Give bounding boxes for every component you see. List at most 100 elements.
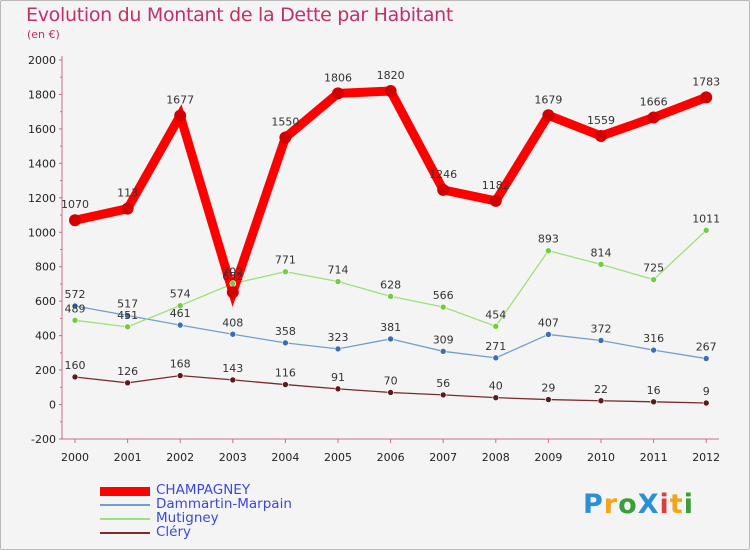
series-3-data-label: 56	[436, 377, 450, 390]
series-2-point	[702, 227, 710, 234]
series-0-point	[121, 202, 134, 215]
series-1-data-label: 309	[433, 333, 454, 346]
series-1-point	[387, 335, 394, 343]
series-1-data-label: 517	[117, 297, 138, 310]
logo-letter: X	[637, 489, 660, 520]
series-3-point	[439, 391, 447, 399]
series-3-point	[597, 397, 605, 405]
y-tick-label: 1400	[28, 157, 56, 170]
series-3-point	[387, 389, 394, 396]
series-1-data-label: 271	[485, 340, 506, 353]
y-tick-label: 1600	[28, 123, 56, 136]
series-2-data-label: 814	[591, 246, 612, 259]
series-0-data-label: 1679	[534, 93, 562, 106]
series-3-data-label: 116	[275, 367, 296, 380]
x-tick-label: 2005	[324, 451, 352, 464]
series-0-point	[174, 109, 187, 122]
series-2-data-label: 454	[485, 308, 506, 321]
logo-letter: i	[659, 489, 670, 520]
series-2-point	[545, 247, 552, 255]
series-lines	[74, 86, 708, 404]
chart-axes: -200 0 200 400 600 800 1000 1200 1400 1600 1800 200…	[28, 54, 720, 464]
series-3-point	[71, 373, 79, 381]
series-0-point	[332, 87, 344, 100]
legend-label: Cléry	[156, 524, 192, 540]
series-2-point	[282, 268, 289, 276]
series-0-data-label: 652	[222, 270, 243, 283]
legend-swatch	[100, 504, 150, 506]
series-2-data-label: 893	[538, 233, 559, 246]
series-0-point	[647, 111, 660, 124]
series-2-data-label: 714	[328, 264, 349, 277]
series-3-data-label: 70	[384, 374, 398, 387]
series-1-point	[229, 330, 237, 338]
series-2-point	[71, 317, 79, 324]
chart-title: Evolution du Montant de la Dette par Hab…	[26, 4, 454, 26]
x-tick-label: 2003	[219, 451, 247, 464]
x-tick-label: 2001	[114, 451, 142, 464]
series-1-data-label: 323	[328, 331, 349, 344]
series-3-data-label: 29	[541, 382, 555, 395]
series-1-data-label: 267	[696, 341, 717, 354]
logo-letter: i	[683, 489, 694, 520]
legend-swatch	[100, 486, 150, 496]
series-2-data-label: 1011	[692, 212, 720, 225]
series-3-data-label: 40	[489, 380, 503, 393]
legend-swatch	[100, 532, 150, 534]
y-tick-label: 2000	[28, 54, 56, 67]
legend-label: Dammartin-Marpain	[156, 496, 292, 512]
x-tick-label: 2002	[166, 451, 194, 464]
series-1-point	[492, 354, 500, 362]
series-2-point	[334, 278, 342, 285]
series-2-point	[650, 276, 657, 283]
series-1-point	[71, 302, 79, 310]
series-3-data-label: 168	[170, 358, 191, 371]
series-3-data-label: 22	[594, 383, 608, 396]
series-2-point	[492, 323, 500, 330]
x-tick-label: 2012	[692, 451, 720, 464]
series-3-point	[650, 398, 657, 406]
series-1-point	[176, 321, 184, 329]
series-2-data-label: 771	[275, 254, 296, 267]
series-2-point	[124, 323, 131, 331]
x-tick-label: 2009	[534, 451, 562, 464]
series-0-data-label: 1666	[640, 96, 668, 109]
series-1-data-label: 381	[380, 321, 401, 334]
y-tick-label: 400	[35, 330, 56, 343]
series-2-point	[439, 303, 447, 311]
series-0-data-label: 1559	[587, 114, 615, 127]
y-tick-label: 0	[49, 399, 56, 412]
series-1-data-label: 461	[170, 307, 191, 320]
x-tick-label: 2006	[377, 451, 405, 464]
series-3-point	[545, 396, 552, 403]
series-2-data-label: 574	[170, 288, 191, 301]
series-2-data-label: 489	[65, 302, 86, 315]
series-0-data-label: 1820	[377, 69, 405, 82]
x-tick-label: 2004	[271, 451, 299, 464]
series-3-point	[334, 385, 342, 393]
series-0-point	[489, 194, 502, 207]
series-1-data-label: 408	[222, 316, 243, 329]
series-0-point	[542, 109, 555, 122]
series-1-data-label: 572	[65, 288, 86, 301]
series-2-point	[176, 302, 184, 309]
series-3-data-label: 143	[222, 362, 243, 375]
y-tick-label: 1200	[28, 192, 56, 205]
series-2-data-label: 451	[117, 309, 138, 322]
logo-letter: t	[669, 489, 684, 520]
series-0-point	[226, 286, 239, 299]
series-1-data-label: 358	[275, 325, 296, 338]
series-3-data-label: 9	[703, 385, 710, 398]
series-1-point	[282, 339, 289, 347]
series-3-point	[492, 394, 500, 401]
x-tick-label: 2008	[482, 451, 510, 464]
series-0-point	[437, 183, 450, 196]
series-3-data-label: 126	[117, 365, 138, 378]
chart-subtitle: (en €)	[27, 28, 60, 41]
y-tick-label: 800	[35, 261, 56, 274]
proxiti-logo: ProXiti	[583, 489, 694, 520]
legend-swatch	[100, 518, 150, 520]
series-0-data-label: 1550	[271, 116, 299, 129]
series-1-point	[334, 345, 342, 353]
